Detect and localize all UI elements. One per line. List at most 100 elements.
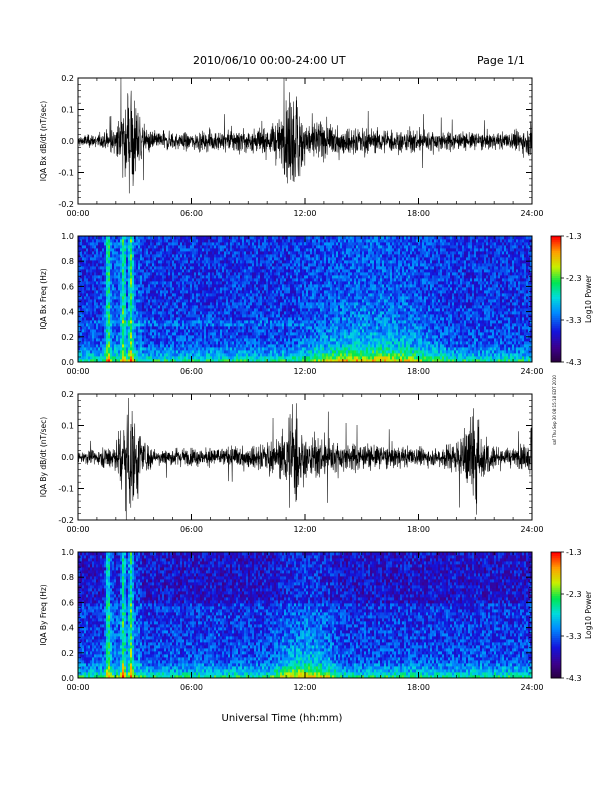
spectrogram-cell <box>104 317 107 321</box>
spectrogram-cell <box>236 338 239 342</box>
spectrogram-cell <box>134 335 137 339</box>
spectrogram-cell <box>182 293 185 297</box>
spectrogram-cell <box>164 335 167 339</box>
spectrogram-cell <box>120 335 123 339</box>
spectrogram-cell <box>182 236 185 240</box>
spectrogram-cell <box>170 281 173 285</box>
spectrogram-cell <box>126 296 129 300</box>
spectrogram-cell <box>232 305 235 309</box>
spectrogram-cell <box>156 257 159 261</box>
spectrogram-cell <box>142 242 145 246</box>
spectrogram-cell <box>84 257 87 261</box>
spectrogram-cell <box>194 293 197 297</box>
spectrogram-cell <box>176 335 179 339</box>
spectrogram-cell <box>248 308 251 312</box>
spectrogram-cell <box>230 269 233 273</box>
spectrogram-cell <box>110 284 113 288</box>
spectrogram-cell <box>226 245 229 249</box>
spectrogram-cell <box>86 320 89 324</box>
spectrogram-cell <box>216 338 219 342</box>
spectrogram-cell <box>246 359 249 363</box>
spectrogram-cell <box>202 239 205 243</box>
spectrogram-cell <box>148 251 151 255</box>
spectrogram-cell <box>122 296 125 300</box>
spectrogram-cell <box>160 308 163 312</box>
spectrogram-cell <box>228 269 231 273</box>
spectrogram-cell <box>124 314 127 318</box>
spectrogram-cell <box>208 272 211 276</box>
spectrogram-cell <box>194 290 197 294</box>
spectrogram-cell <box>168 329 171 333</box>
spectrogram-cell <box>244 287 247 291</box>
spectrogram-cell <box>154 335 157 339</box>
spectrogram-cell <box>94 326 97 330</box>
spectrogram-cell <box>88 263 91 267</box>
spectrogram-cell <box>220 254 223 258</box>
spectrogram-cell <box>186 239 189 243</box>
spectrogram-cell <box>216 275 219 279</box>
spectrogram-cell <box>162 347 165 351</box>
spectrogram-cell <box>156 338 159 342</box>
spectrogram-cell <box>172 278 175 282</box>
spectrogram-cell <box>172 296 175 300</box>
spectrogram-cell <box>212 239 215 243</box>
spectrogram-cell <box>146 350 149 354</box>
spectrogram-cell <box>252 278 255 282</box>
spectrogram-cell <box>102 335 105 339</box>
spectrogram-cell <box>136 287 139 291</box>
spectrogram-cell <box>196 251 199 255</box>
spectrogram-cell <box>92 335 95 339</box>
spectrogram-cell <box>186 263 189 267</box>
spectrogram-cell <box>148 320 151 324</box>
spectrogram-cell <box>118 242 121 246</box>
spectrogram-cell <box>132 335 135 339</box>
spectrogram-cell <box>150 326 153 330</box>
spectrogram-cell <box>174 299 177 303</box>
spectrogram-cell <box>238 320 241 324</box>
spectrogram-cell <box>78 356 81 360</box>
spectrogram-cell <box>96 272 99 276</box>
spectrogram-cell <box>174 338 177 342</box>
spectrogram-cell <box>138 311 141 315</box>
spectrogram-cell <box>122 335 125 339</box>
spectrogram-cell <box>132 260 135 264</box>
spectrogram-cell <box>114 254 117 258</box>
spectrogram-cell <box>214 299 217 303</box>
spectrogram-cell <box>250 299 253 303</box>
spectrogram-cell <box>242 245 245 249</box>
spectrogram-cell <box>114 347 117 351</box>
spectrogram-cell <box>222 284 225 288</box>
spectrogram-cell <box>134 338 137 342</box>
spectrogram-cell <box>196 239 199 243</box>
spectrogram-cell <box>154 323 157 327</box>
spectrogram-cell <box>154 311 157 315</box>
spectrogram-cell <box>112 287 115 291</box>
spectrogram-cell <box>238 296 241 300</box>
spectrogram-cell <box>206 236 209 240</box>
spectrogram-cell <box>236 242 239 246</box>
spectrogram-cell <box>156 359 159 363</box>
spectrogram-cell <box>212 248 215 252</box>
spectrogram-cell <box>78 242 81 246</box>
spectrogram-cell <box>166 257 169 261</box>
spectrogram-cell <box>162 293 165 297</box>
spectrogram-cell <box>126 287 129 291</box>
spectrogram-cell <box>192 338 195 342</box>
spectrogram-cell <box>102 347 105 351</box>
spectrogram-cell <box>100 248 103 252</box>
spectrogram-cell <box>178 284 181 288</box>
spectrogram-cell <box>96 254 99 258</box>
spectrogram-cell <box>152 341 155 345</box>
spectrogram-cell <box>104 278 107 282</box>
spectrogram-cell <box>114 302 117 306</box>
spectrogram-cell <box>188 293 191 297</box>
spectrogram-cell <box>120 305 123 309</box>
spectrogram-cell <box>198 251 201 255</box>
spectrogram-cell <box>90 317 93 321</box>
spectrogram-cell <box>136 245 139 249</box>
spectrogram-cell <box>80 269 83 273</box>
spectrogram-cell <box>202 290 205 294</box>
spectrogram-cell <box>202 251 205 255</box>
spectrogram-cell <box>126 290 129 294</box>
spectrogram-cell <box>208 248 211 252</box>
